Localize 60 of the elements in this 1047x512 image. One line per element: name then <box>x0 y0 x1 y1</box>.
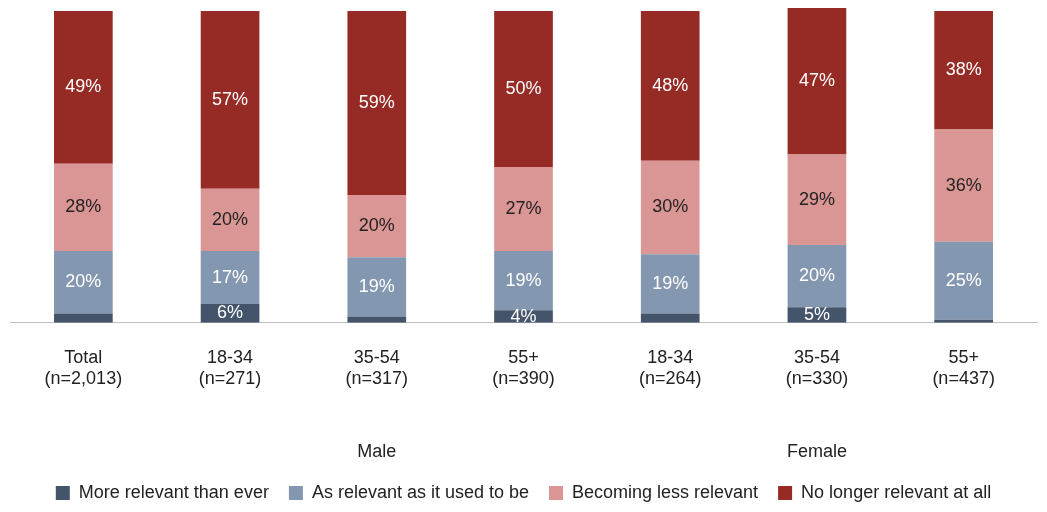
x-tick-label: 18-34 (n=271) <box>198 346 262 389</box>
bar <box>787 8 847 155</box>
bar <box>494 11 553 167</box>
text: Female <box>786 440 847 461</box>
data-label: 4% <box>510 305 537 326</box>
data-label: 20% <box>798 265 835 286</box>
data-label: 30% <box>652 196 689 217</box>
data-label: 47% <box>798 70 835 91</box>
legend-label: Becoming less relevant <box>572 481 759 502</box>
data-label: 28% <box>65 196 102 217</box>
data-label: 27% <box>505 198 542 218</box>
x-tick-label: 55+ (n=390) <box>492 346 555 389</box>
x-tick-label: 35-54 (n=317) <box>345 346 409 389</box>
bar <box>787 244 847 308</box>
bar <box>347 257 407 317</box>
data-label: 59% <box>358 92 395 113</box>
legend-label: More relevant than ever <box>78 481 269 502</box>
x-tick-label: 55+ (n=437) <box>932 346 995 389</box>
bar <box>640 11 700 161</box>
bar <box>54 313 113 323</box>
data-label: 57% <box>212 88 249 109</box>
bar <box>200 188 260 252</box>
data-label: 50% <box>505 78 542 99</box>
bar <box>494 166 553 252</box>
data-label: 49% <box>65 76 102 97</box>
bar <box>200 251 260 305</box>
data-label: 48% <box>652 74 689 95</box>
x-tick-label: Total (n=2,013) <box>44 346 123 389</box>
bar <box>640 254 700 314</box>
bar <box>934 241 993 320</box>
bar <box>347 11 407 196</box>
data-label: 29% <box>798 188 835 209</box>
bar <box>54 251 113 314</box>
data-label: 20% <box>65 271 102 292</box>
legend-label: As relevant as it used to be <box>311 481 530 502</box>
data-label: 5% <box>803 303 830 324</box>
x-tick-label: 35-54 (n=330) <box>785 346 849 389</box>
bar <box>787 154 847 245</box>
bar <box>54 11 113 164</box>
data-label: 6% <box>217 302 244 323</box>
data-label: 19% <box>652 272 689 293</box>
bar <box>934 129 993 242</box>
bar <box>934 11 993 130</box>
x-tick-label: 18-34 (n=264) <box>638 346 702 389</box>
text: Male <box>357 440 397 461</box>
data-label: 19% <box>358 275 395 296</box>
bar <box>200 11 260 189</box>
legend-label: No longer relevant at all <box>801 481 992 502</box>
data-label: 38% <box>945 59 982 80</box>
bar <box>640 313 700 323</box>
data-label: 25% <box>945 269 982 290</box>
bar <box>347 195 407 258</box>
data-label: 17% <box>212 266 249 287</box>
data-label: 20% <box>212 208 249 229</box>
bar <box>54 163 113 252</box>
bar <box>640 160 700 255</box>
bar <box>494 251 553 311</box>
data-label: 19% <box>505 269 542 290</box>
data-label: 36% <box>945 174 982 195</box>
data-label: 20% <box>358 215 395 236</box>
